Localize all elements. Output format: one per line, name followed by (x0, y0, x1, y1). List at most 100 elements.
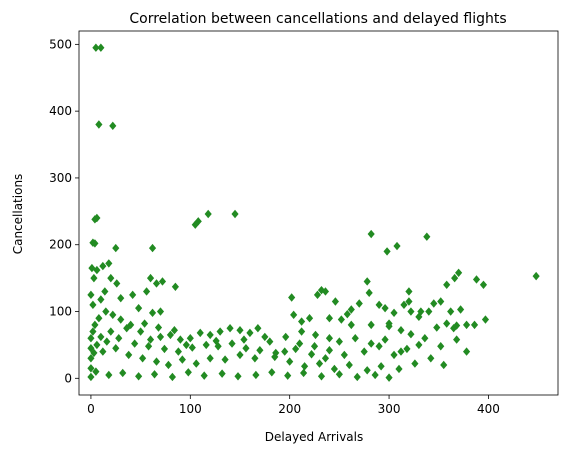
data-point (188, 343, 196, 352)
data-point (367, 339, 375, 348)
data-point (135, 303, 143, 313)
data-point (97, 295, 105, 304)
data-point (363, 277, 371, 286)
data-point (447, 307, 455, 316)
data-point (440, 360, 448, 370)
data-point (91, 239, 99, 248)
data-point (363, 366, 371, 375)
data-point (390, 350, 398, 360)
data-point (137, 327, 145, 336)
data-point (377, 362, 385, 371)
data-point (135, 372, 143, 381)
data-point (300, 368, 308, 378)
chart-title: Correlation between cancellations and de… (129, 11, 506, 27)
data-point (251, 354, 259, 363)
data-point (146, 335, 155, 344)
data-point (115, 334, 123, 343)
data-point (381, 335, 389, 344)
data-point (321, 354, 330, 363)
data-point (397, 347, 405, 356)
data-point (91, 215, 99, 224)
data-point (109, 121, 117, 131)
data-point (102, 307, 110, 316)
data-point (331, 297, 339, 306)
data-point (97, 332, 105, 342)
x-axis-label: Delayed Arrivals (265, 430, 363, 444)
data-point (443, 280, 451, 289)
data-point (89, 327, 97, 336)
data-point (143, 287, 151, 296)
y-tick-label: 200 (49, 238, 72, 252)
data-point (101, 287, 109, 296)
data-point (218, 369, 226, 378)
y-tick-label: 400 (49, 104, 72, 118)
y-tick-label: 300 (49, 171, 72, 185)
data-point (371, 370, 379, 380)
data-point (93, 265, 101, 275)
y-tick-label: 0 (64, 371, 72, 385)
data-point (90, 348, 98, 358)
data-point (150, 370, 159, 379)
x-tick-label: 200 (278, 402, 301, 416)
data-point (411, 359, 419, 368)
data-point (315, 359, 324, 368)
data-point (176, 335, 184, 344)
data-point (192, 359, 200, 368)
data-point (242, 344, 250, 353)
data-point (307, 350, 316, 359)
data-point (290, 310, 298, 320)
y-axis-ticks: 0 100 200 300 400 500 (49, 37, 79, 385)
data-point (107, 273, 115, 283)
data-point (256, 346, 264, 355)
data-point (317, 372, 326, 381)
data-point (415, 312, 423, 322)
data-point (87, 334, 95, 343)
data-point (407, 330, 415, 339)
data-point (156, 307, 165, 316)
data-point (268, 368, 276, 377)
data-point (463, 347, 471, 356)
plot-frame (78, 30, 559, 396)
data-point (365, 288, 373, 298)
data-point (347, 320, 355, 330)
data-point (310, 342, 319, 351)
data-point (117, 315, 125, 324)
data-point (236, 326, 244, 335)
x-tick-label: 300 (378, 402, 401, 416)
data-point (107, 327, 115, 336)
data-point (375, 300, 383, 310)
data-point (292, 344, 300, 354)
data-point (125, 350, 133, 360)
data-point (212, 336, 220, 346)
data-point (204, 209, 212, 219)
data-point (437, 342, 445, 351)
data-point (99, 347, 107, 356)
data-point (156, 332, 165, 342)
data-point (425, 307, 433, 316)
x-tick-label: 400 (477, 402, 500, 416)
data-point (360, 347, 368, 356)
data-point (148, 308, 157, 318)
data-point (367, 320, 375, 330)
data-point (166, 330, 174, 340)
data-point (113, 279, 121, 288)
data-point (367, 229, 375, 239)
data-point (400, 300, 408, 310)
data-point (340, 350, 348, 360)
data-point (532, 271, 540, 281)
data-point (383, 247, 391, 256)
data-point (296, 339, 304, 348)
data-point (337, 315, 345, 324)
data-point (390, 308, 398, 318)
data-point (451, 273, 459, 283)
data-point (261, 332, 269, 342)
data-point (105, 370, 113, 380)
data-point (186, 334, 194, 343)
data-point (152, 279, 161, 288)
data-point (381, 303, 389, 313)
data-point (385, 319, 393, 328)
data-point (92, 367, 100, 376)
data-point (335, 370, 343, 379)
data-point (123, 324, 131, 333)
data-point (252, 370, 260, 380)
